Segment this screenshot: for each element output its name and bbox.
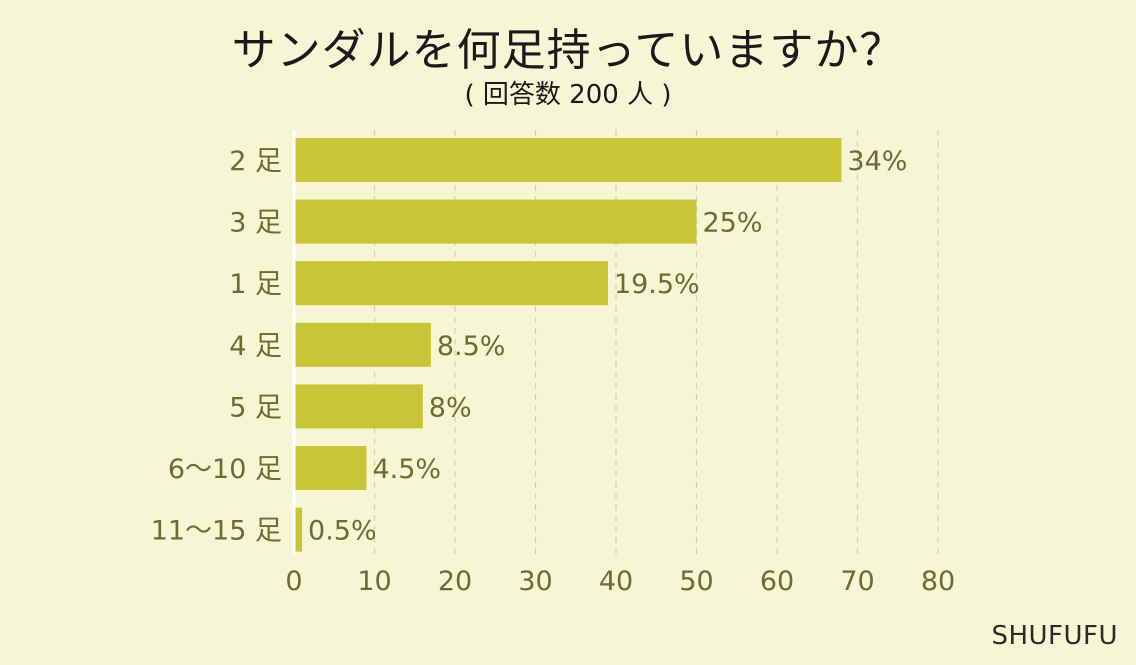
category-label: 1 足 [229, 269, 282, 300]
bar-layer [294, 138, 842, 552]
data-label: 34% [847, 146, 907, 177]
category-label: 11～15 足 [151, 516, 282, 547]
data-label: 19.5% [614, 269, 700, 300]
category-label: 6～10 足 [168, 454, 282, 485]
category-label: 5 足 [229, 392, 282, 423]
x-tick-label: 70 [840, 566, 874, 597]
bar [294, 261, 608, 306]
category-label: 2 足 [229, 146, 282, 177]
data-label: 8% [429, 392, 472, 423]
data-label: 25% [703, 208, 763, 239]
data-label: 4.5% [372, 454, 441, 485]
label-layer: 0 10 20 30 40 50 60 70 80 2 足 34% 3 足 25% 1 足 19.5% 4 足… [151, 146, 955, 597]
bar [294, 138, 842, 182]
bar [294, 199, 697, 244]
x-tick-label: 50 [679, 566, 713, 597]
x-tick-label: 10 [357, 566, 391, 597]
category-label: 4 足 [229, 331, 282, 362]
data-label: 8.5% [437, 331, 506, 362]
bar [294, 446, 367, 490]
data-label: 0.5% [308, 516, 377, 547]
chart-subtitle: ( 回答数 200 人 ) [464, 80, 672, 110]
chart-title: サンダルを何足持っていますか？ [231, 25, 905, 76]
category-label: 3 足 [229, 208, 282, 239]
bar [294, 384, 423, 429]
bar [294, 507, 303, 552]
x-tick-label: 60 [760, 566, 794, 597]
x-tick-label: 20 [438, 566, 472, 597]
brand-logo: SHUFUFU [991, 621, 1118, 651]
x-tick-label: 80 [921, 566, 955, 597]
x-tick-label: 0 [285, 566, 302, 597]
bar [294, 322, 431, 367]
x-tick-label: 40 [599, 566, 633, 597]
x-tick-label: 30 [518, 566, 552, 597]
